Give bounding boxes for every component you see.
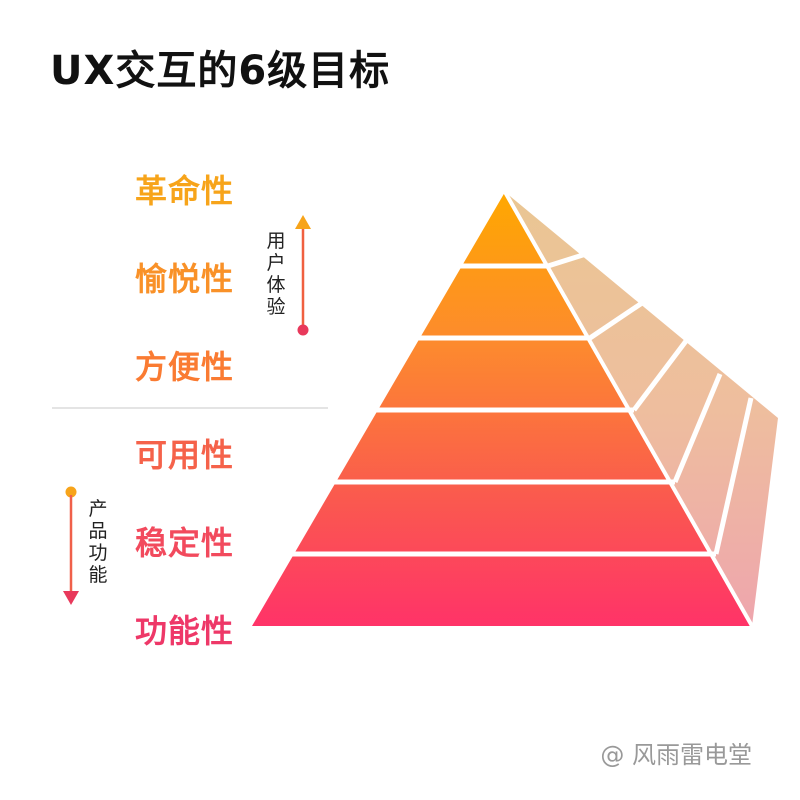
side-separator-4 [672,373,723,483]
arrow-down-head [63,591,79,605]
product-function-label: 产品功能 [88,498,108,586]
level-label-revolutionary: 革命性 [135,172,235,210]
arrow-down-start-dot [65,486,77,498]
arrow-up-start-dot [297,324,309,336]
level-label-stable: 稳定性 [135,524,235,562]
level-label-delightful: 愉悦性 [135,260,235,298]
level-label-usable: 可用性 [135,436,235,474]
level-label-convenient: 方便性 [135,348,235,386]
side-separator-3 [632,339,688,412]
side-separator-2 [588,300,644,341]
product-function-arrow [63,486,79,605]
watermark: @ 风雨雷电堂 [600,741,752,769]
level-label-functional: 功能性 [135,612,235,650]
side-separator-1 [547,251,587,269]
side-separator-5 [713,397,754,555]
user-experience-label: 用户体验 [266,230,286,318]
group-divider [52,407,328,409]
pyramid-side-face [505,192,778,626]
user-experience-arrow [295,215,311,336]
arrow-up-head [295,215,311,229]
pyramid-edge [503,191,754,627]
diagram-title: UX交互的6级目标 [50,48,391,94]
